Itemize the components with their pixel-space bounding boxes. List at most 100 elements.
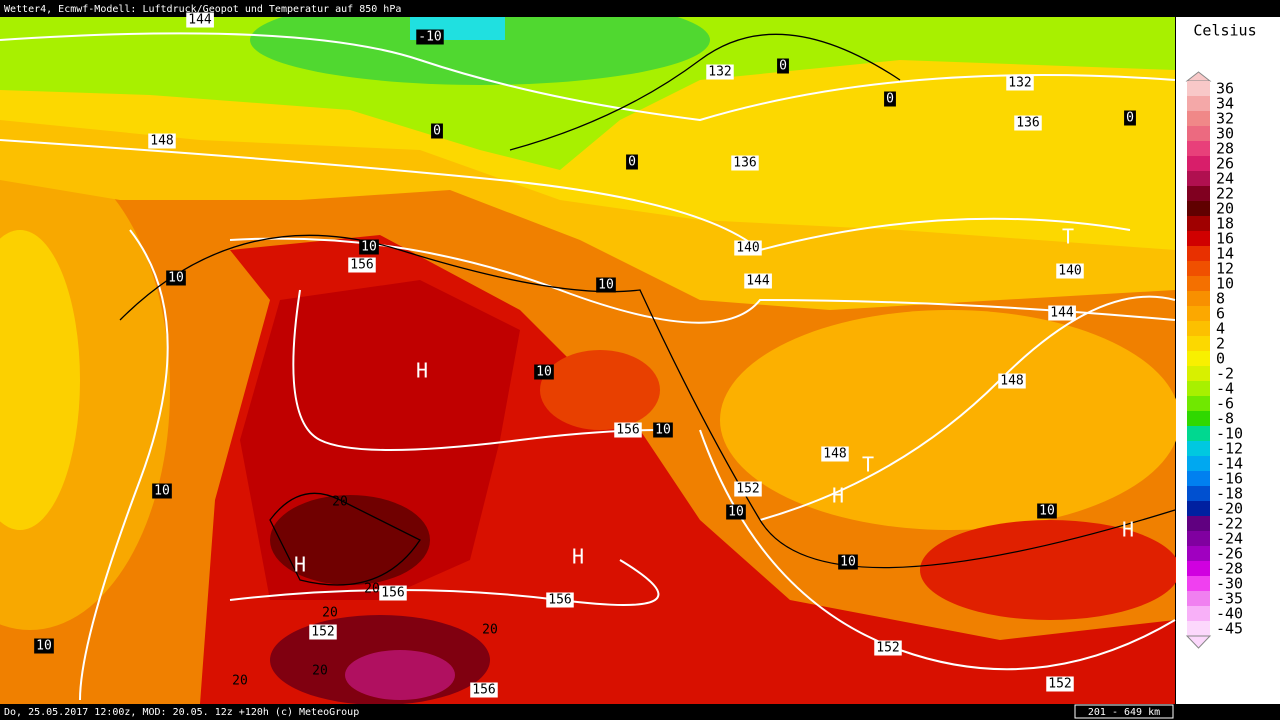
legend-swatch <box>1187 306 1210 321</box>
legend-label: -26 <box>1216 545 1243 563</box>
geopotential-label: 140 <box>736 241 759 256</box>
geopotential-label: 156 <box>350 258 373 273</box>
legend-label: -20 <box>1216 500 1243 518</box>
geopotential-label-box <box>1046 676 1074 692</box>
legend-label: -28 <box>1216 560 1243 578</box>
isotherm-label: 10 <box>655 423 671 438</box>
legend-swatch <box>1187 231 1210 246</box>
legend-label: -22 <box>1216 515 1243 533</box>
isotherm-label-box <box>726 504 746 520</box>
legend-label: 34 <box>1216 95 1234 113</box>
geopotential-label: 136 <box>1016 116 1039 131</box>
legend-swatch <box>1187 81 1210 96</box>
isotherm-label: 0 <box>779 59 787 74</box>
isotherm-label: -10 <box>418 30 441 45</box>
legend-unit: Celsius <box>1193 22 1256 40</box>
legend-label: -40 <box>1216 605 1243 623</box>
legend-label: 8 <box>1216 290 1225 308</box>
isotherm-label-box <box>884 91 896 107</box>
legend-label: -2 <box>1216 365 1234 383</box>
isotherm-label-box <box>626 154 638 170</box>
legend-swatch <box>1187 396 1210 411</box>
legend-label: 24 <box>1216 170 1234 188</box>
pressure-center: H <box>832 484 844 508</box>
legend-label: 36 <box>1216 80 1234 98</box>
isotherm-label: 0 <box>433 124 441 139</box>
legend-swatch <box>1187 441 1210 456</box>
legend-swatch <box>1187 546 1210 561</box>
legend-swatch <box>1187 156 1210 171</box>
isotherm-label-box <box>596 277 616 293</box>
geopotential-label-box <box>998 373 1026 389</box>
legend-label: 14 <box>1216 245 1234 263</box>
geopotential-label-box <box>1056 263 1084 279</box>
map-title: Wetter4, Ecmwf-Modell: Luftdruck/Geopot … <box>4 4 401 15</box>
geopotential-label-box <box>706 64 734 80</box>
geopotential-label-box <box>821 446 849 462</box>
legend-label: 26 <box>1216 155 1234 173</box>
legend-swatch <box>1187 366 1210 381</box>
geopotential-label: 132 <box>1008 76 1031 91</box>
legend-swatch <box>1187 276 1210 291</box>
geopotential-label-box <box>348 257 376 273</box>
legend-label: 0 <box>1216 350 1225 368</box>
isotherm-label: 10 <box>36 639 52 654</box>
isotherm-plain-label: 20 <box>322 606 338 621</box>
legend-swatch <box>1187 456 1210 471</box>
geopotential-label-box <box>734 481 762 497</box>
legend-swatch <box>1187 606 1210 621</box>
legend-swatch <box>1187 531 1210 546</box>
geopotential-label: 144 <box>1050 306 1074 321</box>
isotherm-label-box <box>416 29 444 45</box>
geopotential-label: 156 <box>381 586 404 601</box>
geopotential-label-box <box>186 12 214 28</box>
geopotential-label: 136 <box>733 156 756 171</box>
geopotential-label: 144 <box>746 274 770 289</box>
legend-swatch <box>1187 576 1210 591</box>
geopotential-label-box <box>470 682 498 698</box>
isotherm-plain-label: 20 <box>232 674 248 689</box>
geopotential-label: 156 <box>616 423 639 438</box>
geopotential-label-box <box>614 422 642 438</box>
isotherm-plain-label: 20 <box>312 664 328 679</box>
isotherm-label: 10 <box>840 555 856 570</box>
legend-label: -35 <box>1216 590 1243 608</box>
geopotential-label-box <box>546 592 574 608</box>
legend-label: 20 <box>1216 200 1234 218</box>
isotherm-label-box <box>777 58 789 74</box>
footer-bar <box>0 704 1280 720</box>
legend-swatch <box>1187 471 1210 486</box>
legend-label: -6 <box>1216 395 1234 413</box>
legend-swatch <box>1187 351 1210 366</box>
legend-arrow-bottom <box>1185 635 1212 649</box>
geopotential-label-box <box>1006 75 1034 91</box>
isotherm-label: 10 <box>361 240 377 255</box>
pressure-center: H <box>416 359 428 383</box>
isotherm-label-box <box>1124 110 1136 126</box>
geopotential-label-box <box>874 640 902 656</box>
legend-label: 28 <box>1216 140 1234 158</box>
legend-swatch <box>1187 141 1210 156</box>
isotherm-label-box <box>653 422 673 438</box>
legend-swatch <box>1187 336 1210 351</box>
isotherm-label: 0 <box>628 155 636 170</box>
legend-swatch <box>1187 291 1210 306</box>
legend-label: 22 <box>1216 185 1234 203</box>
geopotential-label: 148 <box>823 447 846 462</box>
legend-swatch <box>1187 246 1210 261</box>
geopotential-label: 152 <box>1048 677 1071 692</box>
legend-swatch <box>1187 621 1210 636</box>
isotherm-label-box <box>431 123 443 139</box>
isotherm-label: 10 <box>728 505 744 520</box>
pressure-center: H <box>1122 518 1134 542</box>
legend-swatch <box>1187 381 1210 396</box>
legend-label: -10 <box>1216 425 1243 443</box>
isotherm-label: 10 <box>154 484 170 499</box>
legend-label: -45 <box>1216 620 1243 638</box>
legend-label: 12 <box>1216 260 1234 278</box>
isotherm-plain-label: 20 <box>482 623 498 638</box>
scale-box <box>1074 704 1174 719</box>
geopotential-label-box <box>148 133 176 149</box>
